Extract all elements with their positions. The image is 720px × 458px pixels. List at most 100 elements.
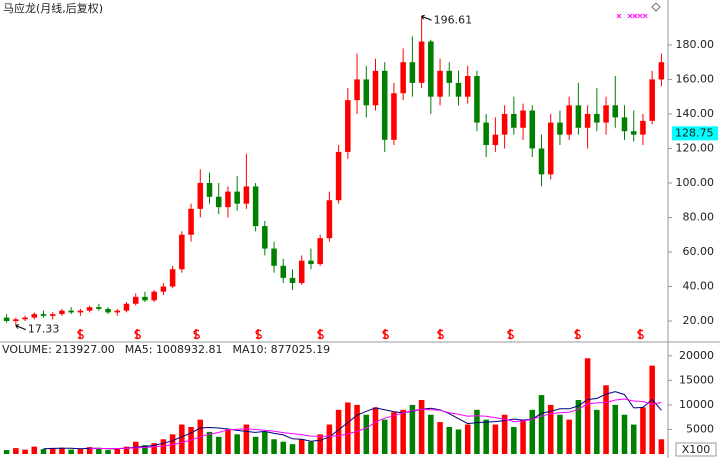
volume-bar	[123, 446, 130, 454]
volume-bar	[86, 447, 93, 454]
candle-body	[428, 41, 434, 97]
candle-body	[3, 317, 10, 322]
volume-bar	[234, 434, 240, 454]
candle-body	[114, 310, 121, 313]
volume-bar	[142, 445, 148, 454]
candle-body	[529, 110, 536, 149]
volume-bar	[612, 404, 619, 454]
y-tick-label: 10000	[679, 398, 714, 411]
candle-body	[317, 238, 323, 265]
dividend-icon	[637, 329, 644, 340]
volume-bar	[594, 409, 600, 454]
candle-body	[160, 286, 167, 292]
candle-body	[123, 303, 130, 311]
candle-body	[566, 105, 572, 135]
volume-bar	[566, 419, 572, 454]
y-tick-label: 160.00	[676, 72, 715, 85]
candle-body	[40, 314, 47, 316]
legend-label: VOLUME: 213927.00	[2, 343, 115, 356]
volume-bar	[77, 449, 84, 454]
volume-bar	[49, 448, 56, 454]
volume-bar	[40, 449, 47, 454]
volume-bar	[243, 424, 250, 454]
volume-bar	[252, 436, 259, 454]
candle-body	[326, 200, 333, 239]
candle-body	[308, 260, 314, 265]
candle-body	[612, 105, 619, 118]
candle-body	[511, 113, 517, 128]
ma-line	[89, 398, 662, 450]
y-tick-label: 20000	[679, 349, 714, 362]
legend-label: MA10: 877025.19	[232, 343, 330, 356]
volume-bar	[169, 434, 176, 454]
volume-bar	[538, 395, 545, 454]
candle-body	[215, 196, 222, 208]
dividend-icon	[317, 329, 324, 340]
volume-bar	[630, 424, 637, 454]
volume-bar	[345, 402, 351, 454]
y-tick-label: 80.00	[683, 210, 715, 223]
price-marker-label: 128.75	[675, 126, 714, 139]
candle-body	[455, 82, 462, 97]
volume-bar	[262, 431, 268, 454]
event-icons	[616, 13, 648, 19]
dividend-icon	[382, 329, 389, 340]
candle-body	[188, 208, 194, 235]
volume-bar	[391, 412, 397, 454]
candle-body	[575, 105, 582, 128]
candle-body	[105, 308, 111, 313]
dividend-icon	[507, 329, 514, 340]
volume-bar	[584, 358, 591, 454]
unit-label: X100	[682, 443, 711, 456]
candle-body	[603, 105, 609, 123]
candle-body	[345, 100, 351, 152]
max-label: 196.61	[434, 13, 473, 26]
candle-body	[151, 291, 157, 301]
volume-bar	[409, 404, 416, 454]
volume-bar	[529, 409, 536, 454]
candle-body	[271, 248, 277, 266]
y-tick-label: 5000	[686, 422, 714, 435]
candle-body	[464, 75, 471, 97]
chart-title: 马应龙(月线,后复权)	[3, 1, 103, 15]
volume-bar	[354, 404, 360, 454]
volume-bar	[160, 439, 167, 454]
volume-bar	[289, 444, 296, 454]
volume-bar	[114, 449, 121, 454]
volume-bar	[501, 414, 508, 454]
candle-body	[658, 62, 665, 80]
min-label: 17.33	[28, 323, 60, 336]
volume-bar	[13, 448, 19, 454]
volume-bar	[649, 365, 655, 454]
candle-body	[391, 93, 397, 140]
unit-box	[675, 442, 717, 457]
volume-bar	[298, 439, 305, 454]
volume-bar	[271, 439, 277, 454]
candle-body	[547, 122, 554, 175]
volume-bar	[437, 422, 443, 454]
y-tick-label: 20.00	[683, 314, 715, 327]
volume-bar	[22, 449, 28, 454]
volume-bar	[446, 427, 453, 454]
candle-body	[225, 191, 231, 208]
volume-bar	[31, 446, 38, 454]
volume-bar	[464, 424, 471, 454]
candle-body	[381, 70, 388, 140]
candle-body	[234, 191, 240, 204]
candle-body	[22, 317, 28, 320]
volume-bar	[418, 400, 425, 454]
volume-bar	[308, 441, 314, 454]
volume-bar	[280, 441, 287, 454]
volume-bar	[96, 448, 102, 454]
volume-bar	[372, 407, 379, 454]
candle-body	[31, 314, 38, 318]
candle-body	[13, 319, 19, 322]
y-tick-label: 15000	[679, 373, 714, 386]
candle-body	[59, 310, 65, 315]
volume-bar	[658, 439, 665, 454]
candle-body	[557, 122, 563, 135]
volume-bar	[3, 450, 10, 454]
candle-body	[640, 120, 646, 135]
candle-body	[86, 307, 93, 311]
y-tick-label: 60.00	[683, 245, 715, 258]
